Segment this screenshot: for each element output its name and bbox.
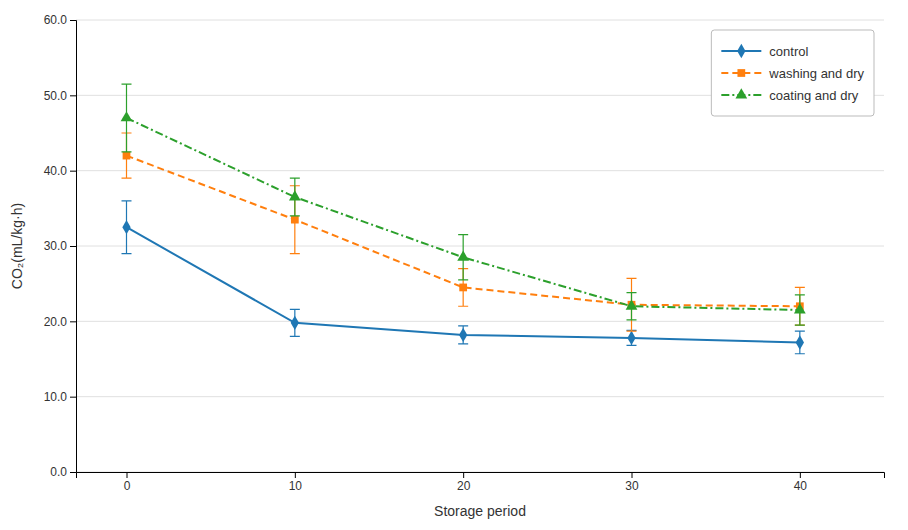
y-axis-line [70,21,77,473]
y-tick-mark [70,321,76,322]
x-tick: 40 [794,472,808,493]
x-tick-label: 30 [625,479,639,493]
x-tick-mark [295,472,296,478]
chart: 0 10 20 30 40 0.0 10.0 20.0 30.0 40.0 50.0 60.0 Stor… [0,0,908,530]
series [122,201,805,354]
x-tick-mark [127,472,128,478]
plot-area [121,84,806,354]
line [127,227,800,342]
y-tick-label: 30.0 [44,239,68,253]
point [459,328,467,342]
y-tick: 30.0 [44,239,76,253]
grid-line [76,396,884,397]
y-tick-label: 10.0 [44,390,68,404]
point [627,331,635,345]
error-bar [458,326,468,344]
point [291,316,299,330]
grid-line [76,321,884,322]
legend-entry: washing and dry [721,66,864,81]
legend-marker [737,69,745,77]
point [626,299,638,309]
x-tick-label: 0 [124,479,131,493]
legend-label: coating and dry [769,88,858,103]
y-tick-label: 50.0 [44,89,68,103]
error-bar [627,278,637,331]
grid-line [76,170,884,171]
x-tick-mark [800,472,801,478]
y-tick-mark [70,95,76,96]
y-tick-label: 20.0 [44,315,68,329]
y-tick-mark [70,246,76,247]
x-axis-title: Storage period [434,503,526,519]
error-bar [290,309,300,336]
x-axis-line [77,473,885,479]
legend-entry: control [721,44,808,59]
grid-line [76,20,884,21]
line [127,156,800,307]
x-axis: 0 10 20 30 40 [77,472,885,493]
point [794,303,806,313]
x-tick-mark [463,472,464,478]
y-tick-label: 40.0 [44,164,68,178]
y-tick: 40.0 [44,164,76,178]
legend-marker [735,88,747,98]
point [123,152,131,160]
point [289,190,301,200]
y-tick: 20.0 [44,315,76,329]
point [121,111,133,121]
point [457,251,469,261]
line [127,118,800,310]
legend-label: control [769,44,808,59]
y-tick-mark [70,171,76,172]
legend-marker [737,44,745,58]
point [796,335,804,349]
y-tick-mark [70,20,76,21]
y-axis-title: CO₂(mL/kg·h) [9,203,25,289]
legend-box [711,30,874,116]
point [122,220,130,234]
y-tick: 50.0 [44,89,76,103]
x-tick-label: 10 [289,479,303,493]
error-bar [795,295,805,325]
x-tick-label: 20 [457,479,471,493]
y-tick: 10.0 [44,390,76,404]
series [121,84,806,325]
error-bar [290,178,300,216]
x-tick: 10 [289,472,303,493]
legend-label: washing and dry [768,66,864,81]
y-tick-label: 0.0 [50,465,67,479]
y-tick-label: 60.0 [44,13,68,27]
x-tick-mark [632,472,633,478]
error-bar [122,84,132,152]
point [291,216,299,224]
error-bar [627,293,637,320]
error-bar [795,331,805,354]
grid-line [76,246,884,247]
grid [76,20,884,472]
x-tick: 20 [457,472,471,493]
legend: control washing and dry coating and dry [711,30,874,116]
y-tick: 0.0 [50,465,76,479]
point [459,284,467,292]
y-tick-mark [70,472,76,473]
x-tick-label: 40 [794,479,808,493]
y-tick: 60.0 [44,13,76,27]
legend-entry: coating and dry [721,88,858,103]
error-bar [795,287,805,325]
y-axis: 0.0 10.0 20.0 30.0 40.0 50.0 60.0 [44,13,77,479]
x-tick: 0 [124,472,131,493]
y-tick-mark [70,397,76,398]
error-bar [458,235,468,280]
x-tick: 30 [625,472,639,493]
error-bar [627,330,637,345]
error-bar [122,201,132,254]
